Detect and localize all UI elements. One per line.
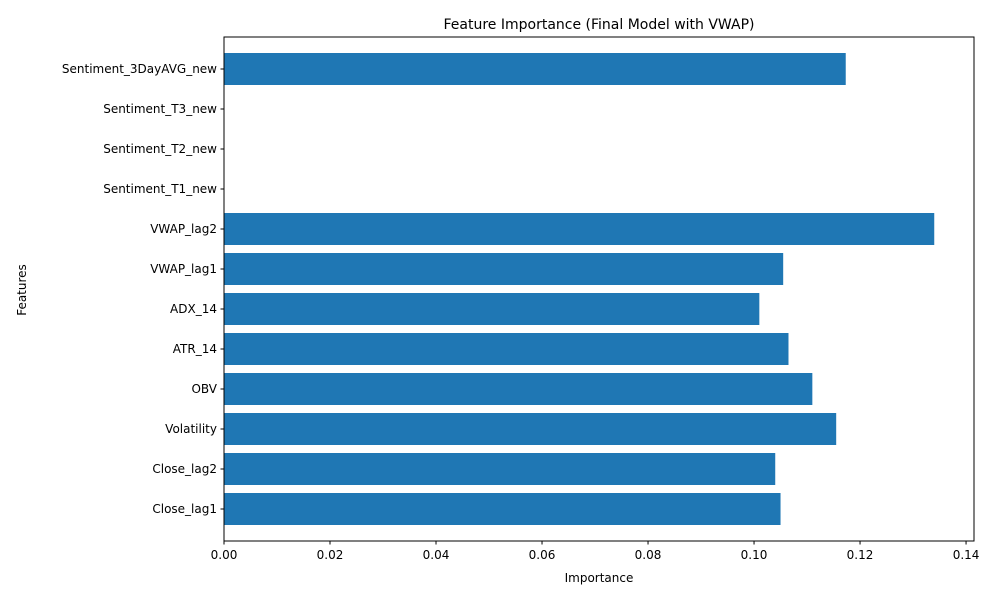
- bar-close-lag2: [224, 453, 776, 485]
- chart-title: Feature Importance (Final Model with VWA…: [444, 17, 755, 33]
- y-tick-label: Volatility: [165, 422, 217, 436]
- bar-close-lag1: [224, 493, 781, 525]
- y-tick-label: Close_lag2: [152, 462, 217, 476]
- bar-vwap-lag2: [224, 213, 935, 245]
- bar-obv: [224, 373, 813, 405]
- bar-adx-14: [224, 293, 760, 325]
- bar-atr-14: [224, 333, 789, 365]
- bar-sentiment-3dayavg-new: [224, 53, 846, 85]
- x-tick-label: 0.04: [423, 548, 450, 562]
- x-tick-label: 0.00: [211, 548, 238, 562]
- bar-volatility: [224, 413, 837, 445]
- x-tick-label: 0.02: [317, 548, 344, 562]
- x-tick-label: 0.14: [953, 548, 980, 562]
- bar-vwap-lag1: [224, 253, 784, 285]
- x-tick-label: 0.10: [741, 548, 768, 562]
- y-tick-label: Sentiment_3DayAVG_new: [62, 62, 217, 76]
- y-tick-label: Sentiment_T2_new: [103, 142, 217, 156]
- x-tick-label: 0.08: [635, 548, 662, 562]
- y-axis-title: Features: [15, 264, 29, 316]
- plot-frame: [223, 36, 975, 542]
- y-tick-label: ADX_14: [170, 302, 217, 316]
- bars-layer: [224, 53, 935, 525]
- x-tick-label: 0.12: [847, 548, 874, 562]
- y-tick-label: VWAP_lag2: [150, 222, 217, 236]
- y-tick-label: VWAP_lag1: [150, 262, 217, 276]
- y-tick-label: Sentiment_T3_new: [103, 102, 217, 116]
- y-axis-ticks: Close_lag1 Close_lag2 Volatility OBV ATR_14 A…: [62, 62, 224, 516]
- axes-layer: [223, 36, 975, 542]
- x-tick-label: 0.06: [529, 548, 556, 562]
- x-axis-ticks: 0.00 0.02 0.04 0.06 0.08 0.10 0.12 0.14: [211, 541, 980, 562]
- y-tick-label: Close_lag1: [152, 502, 217, 516]
- y-tick-label: Sentiment_T1_new: [103, 182, 217, 196]
- x-axis-title: Importance: [565, 571, 634, 585]
- y-tick-label: ATR_14: [173, 342, 217, 356]
- y-tick-label: OBV: [191, 382, 217, 396]
